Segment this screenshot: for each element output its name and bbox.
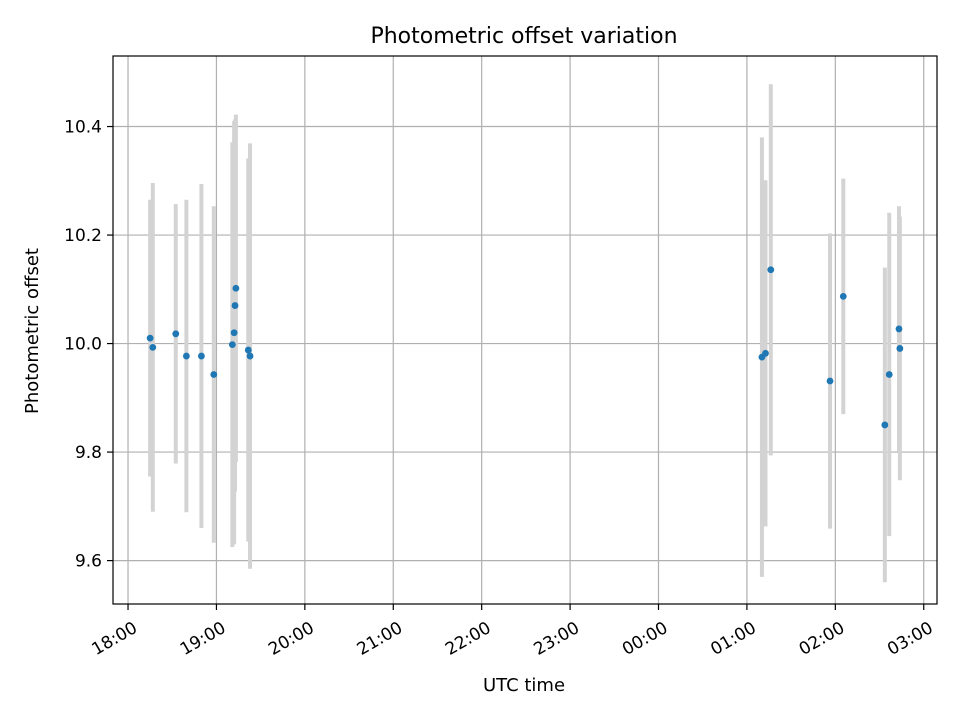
y-axis-label: Photometric offset: [22, 248, 43, 414]
y-tick-label: 9.6: [75, 552, 102, 572]
plot-frame: [112, 55, 938, 605]
data-point: [767, 266, 775, 274]
data-points: [146, 266, 904, 429]
data-point: [896, 345, 904, 352]
data-point: [146, 334, 154, 342]
data-point: [885, 371, 893, 378]
y-tick-label: 10.0: [64, 335, 102, 355]
data-point: [228, 341, 236, 349]
data-point: [230, 329, 238, 337]
data-point: [149, 343, 157, 351]
data-point: [246, 352, 254, 360]
data-point: [881, 421, 889, 429]
data-point: [231, 302, 239, 309]
y-tick-label: 10.4: [64, 118, 102, 138]
data-point: [198, 352, 205, 360]
data-point: [172, 330, 180, 338]
data-point: [839, 292, 847, 300]
data-point: [182, 352, 190, 360]
y-tick-label: 10.2: [64, 226, 102, 246]
chart-title: Photometric offset variation: [370, 24, 677, 49]
x-axis-label: UTC time: [483, 675, 565, 696]
data-point: [232, 284, 240, 292]
data-point: [244, 346, 252, 354]
data-point: [762, 349, 769, 357]
data-point: [210, 371, 218, 378]
y-tick-label: 9.8: [75, 443, 102, 463]
data-point: [826, 377, 834, 385]
data-point: [895, 325, 903, 333]
